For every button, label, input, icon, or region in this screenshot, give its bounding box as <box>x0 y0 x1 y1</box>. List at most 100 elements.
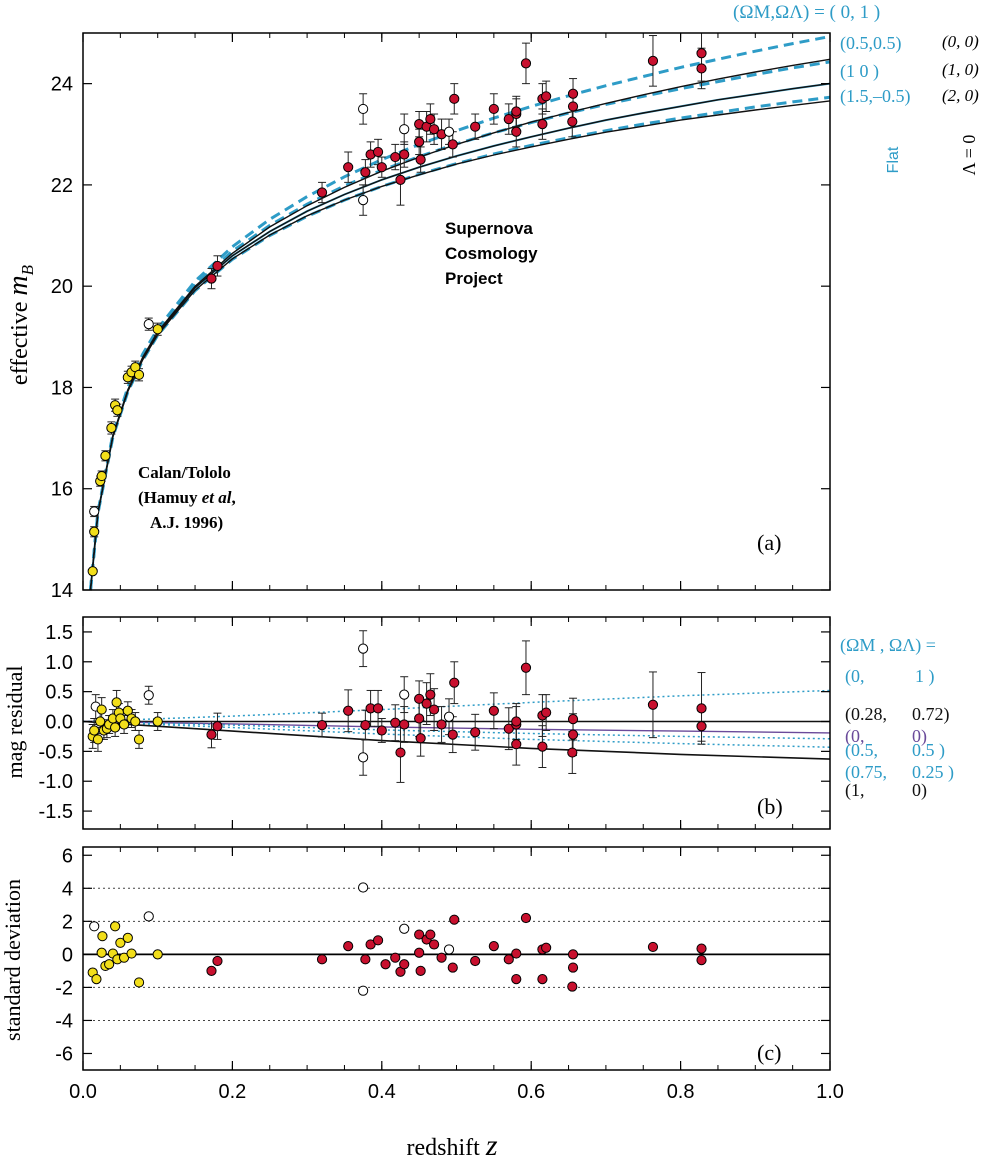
panel-c-frame <box>82 846 831 1071</box>
scp-annotation-line3: Project <box>445 269 503 288</box>
scp-point <box>511 716 522 727</box>
calan-tololo-point <box>133 977 145 988</box>
residual-legend-2-b: 0) <box>912 726 927 747</box>
y-tick-label: 16 <box>51 479 73 501</box>
calan-tololo-point <box>100 450 111 461</box>
scp-point <box>415 965 426 976</box>
calan-tololo-point <box>133 734 145 745</box>
residual-legend-4-b: 0.25 ) <box>912 762 954 783</box>
scp-point <box>360 719 371 731</box>
calan-tololo-point <box>104 959 115 970</box>
calan-tololo-point <box>111 697 122 708</box>
y-tick-label: 0 <box>62 944 73 966</box>
panel-b-plot: -1.5 -1.0 -0.5 0.0 0.5 1.0 1.5 <box>39 616 831 830</box>
scp-point <box>428 939 440 950</box>
scp-point <box>567 949 579 960</box>
scp-point <box>511 739 522 750</box>
flat-label-1: (0.5,0.5) <box>840 33 902 54</box>
y-tick-label: 20 <box>51 276 73 298</box>
residual-legend-5-a: (1, <box>845 780 865 801</box>
y-tick-label: -0.5 <box>39 741 73 763</box>
scp-point <box>449 93 460 104</box>
calan-tololo-point <box>96 947 107 958</box>
excluded-point <box>358 752 369 763</box>
scp-point <box>520 662 532 673</box>
y-tick-label: 1.5 <box>45 622 73 644</box>
flat-side-label: Flat <box>885 146 902 173</box>
scp-point <box>372 146 384 158</box>
scp-point <box>212 260 223 272</box>
y-tick-label: -4 <box>55 1010 73 1032</box>
scp-point <box>537 974 548 985</box>
scp-point <box>436 952 447 963</box>
calan-tololo-point <box>122 932 133 943</box>
calan-tololo-point <box>97 931 108 942</box>
panel-a-inner <box>87 33 830 590</box>
panel-a-static: (ΩM,ΩΛ) = ( 0, 1 ) Supernova Cosmology P… <box>3 2 979 555</box>
excluded-point <box>89 506 100 517</box>
residual-legend-header: (ΩM , ΩΛ) = <box>840 635 936 656</box>
scp-point <box>343 162 354 173</box>
scp-point <box>449 677 460 688</box>
scp-point <box>360 167 371 178</box>
y-tick-label: -6 <box>55 1043 73 1065</box>
residual-legend-1-b: 0.72) <box>912 704 950 725</box>
calan-tololo-point <box>89 725 100 736</box>
residual-legend-entries: (0, 1 ) (0.28, 0.72) (0, 0) (0.5, 0.5 ) … <box>845 666 954 801</box>
calan-tololo-point <box>92 734 104 745</box>
ct-annotation-line3: A.J. 1996) <box>150 513 223 532</box>
scp-point <box>316 719 328 731</box>
ct-annotation-line2: (Hamuy et al, <box>138 488 236 507</box>
panel-a-ylabel-sub: B <box>18 264 37 275</box>
scp-point <box>511 126 522 137</box>
x-tick-labels: 0.0 0.2 0.4 0.6 0.8 1.0 <box>69 1081 844 1103</box>
scp-point <box>206 729 217 740</box>
calan-tololo-point <box>110 921 121 932</box>
scp-point <box>567 747 578 758</box>
scp-point <box>470 955 481 967</box>
model-curve-b-2 <box>83 720 830 734</box>
scp-point <box>343 705 354 716</box>
scp-point <box>647 941 659 953</box>
scp-point <box>414 693 425 704</box>
panel-a-ylabel: effective mB <box>3 264 37 385</box>
residual-legend-4-a: (0.75, <box>845 762 887 783</box>
panel-b-ylabel: mag residual <box>2 665 27 778</box>
panel-b-inner <box>83 630 830 783</box>
scp-point <box>520 58 532 69</box>
excluded-point <box>358 882 369 893</box>
ct-annotation-line1: Calan/Tololo <box>138 463 231 482</box>
panel-c-plot: -6 -4 -2 0 2 4 6 <box>55 845 831 1071</box>
scp-point <box>414 713 425 724</box>
scp-point <box>395 174 406 185</box>
x-tick-label: 0.2 <box>218 1081 246 1103</box>
panel-b-static: (b) mag residual (ΩM , ΩΛ) = (0, 1 ) (0.… <box>2 635 954 819</box>
y-tick-label: -1.5 <box>39 801 73 823</box>
scp-point <box>470 121 481 132</box>
scp-point <box>395 747 406 758</box>
x-tick-label: 0.4 <box>368 1081 396 1103</box>
scp-point <box>449 914 460 925</box>
excluded-point <box>443 711 455 722</box>
y-tick-label: 2 <box>62 911 73 933</box>
residual-legend-3-b: 0.5 ) <box>912 740 945 761</box>
panel-a-ylabel-symbol: m <box>3 275 34 295</box>
scp-point <box>436 719 447 730</box>
scp-point <box>567 101 579 112</box>
flat-label-2: (1 0 ) <box>840 61 879 82</box>
calan-tololo-point <box>106 422 117 434</box>
model-curve-b-5 <box>83 720 830 760</box>
scp-point <box>447 962 458 973</box>
y-tick-label: -1.0 <box>39 771 73 793</box>
scp-point <box>428 124 440 135</box>
calan-tololo-point <box>115 937 126 948</box>
y-tick-label: 0.0 <box>45 712 73 734</box>
scp-point <box>567 88 579 99</box>
scp-point <box>414 947 425 958</box>
scp-point <box>520 912 532 924</box>
residual-legend-0-a: (0, <box>845 666 865 687</box>
scp-point <box>567 981 578 992</box>
scp-point <box>212 721 223 732</box>
y-tick-label: 14 <box>51 580 73 602</box>
